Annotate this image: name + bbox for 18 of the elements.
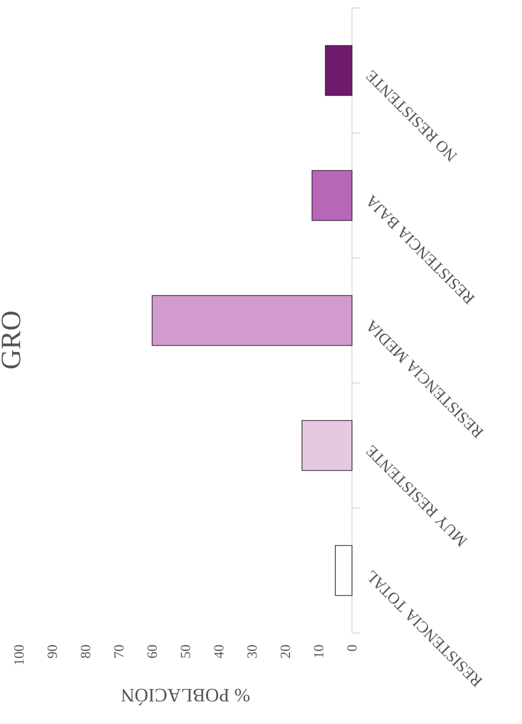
bar [302,420,352,471]
bar [334,545,352,596]
text: GRO [2,312,20,368]
bar [152,295,352,346]
x-tick-label: 50 [180,645,190,658]
x-tick-label: 60 [147,645,157,658]
x-axis-title: % POBLACIÓN [121,688,250,706]
x-tick-label: 100 [14,645,24,664]
x-tick-label: 90 [48,645,58,658]
bar [324,45,352,96]
bar [312,170,352,221]
x-tick-label: 70 [114,645,124,658]
x-tick-label: 0 [347,645,357,651]
x-tick-label: 30 [247,645,257,658]
x-tick-label: 40 [214,645,224,658]
x-tick-label: 10 [314,645,324,658]
x-tick-label: 20 [280,645,290,658]
x-tick-label: 80 [80,645,90,658]
